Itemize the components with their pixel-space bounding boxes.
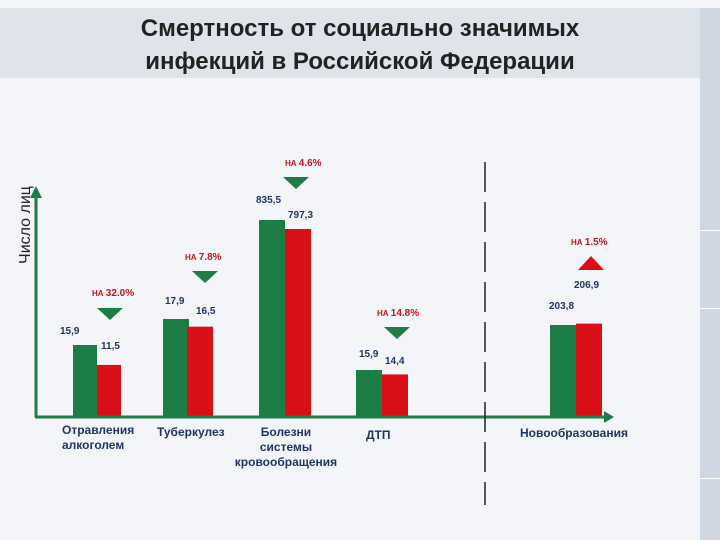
bar-series-1	[259, 220, 285, 417]
category-label-neoplasms: Новообразования	[520, 426, 628, 440]
change-annotation: НА 7.8%	[185, 252, 222, 263]
decorative-strip	[700, 8, 720, 540]
data-label: 15,9	[359, 349, 379, 360]
change-annotation: НА 32.0%	[92, 288, 134, 299]
decrease-triangle-icon	[97, 308, 123, 320]
bar-series-1	[73, 345, 97, 417]
data-label: 797,3	[288, 210, 313, 221]
data-label: 203,8	[549, 301, 574, 312]
change-annotation: НА 1.5%	[571, 237, 608, 248]
bar-series-2	[187, 326, 213, 417]
bar-series-2	[576, 323, 602, 417]
decrease-triangle-icon	[384, 327, 410, 339]
data-label: 17,9	[165, 296, 185, 307]
data-label: 16,5	[196, 306, 216, 317]
change-annotation: НА 4.6%	[285, 158, 322, 169]
increase-triangle-icon	[578, 256, 604, 270]
title-band	[0, 8, 700, 78]
decrease-triangle-icon	[192, 271, 218, 283]
bar-series-2	[97, 364, 121, 417]
data-label: 835,5	[256, 195, 281, 206]
strip-divider	[700, 478, 720, 479]
category-label-circulatory: Болезни системы кровообращения	[234, 425, 338, 469]
data-label: 14,4	[385, 356, 405, 367]
bar-series-1	[163, 319, 189, 417]
bar-series-2	[285, 229, 311, 417]
y-axis-arrow	[30, 186, 42, 198]
category-label-road-accidents: ДТП	[366, 428, 391, 442]
x-axis-arrow	[604, 411, 614, 423]
page-title: Смертность от социально значимых инфекци…	[140, 15, 580, 75]
category-label-tuberculosis: Туберкулез	[157, 425, 225, 439]
strip-divider	[700, 308, 720, 309]
strip-divider	[700, 230, 720, 231]
change-annotation: НА 14.8%	[377, 308, 419, 319]
category-label-poisoning: Отравления алкоголем	[62, 423, 135, 452]
decrease-triangle-icon	[283, 177, 309, 189]
data-label: 206,9	[574, 280, 599, 291]
data-label: 15,9	[60, 326, 80, 337]
bar-series-1	[356, 370, 382, 417]
data-label: 11,5	[101, 341, 120, 352]
bar-series-2	[382, 374, 408, 417]
bar-series-1	[550, 325, 576, 417]
